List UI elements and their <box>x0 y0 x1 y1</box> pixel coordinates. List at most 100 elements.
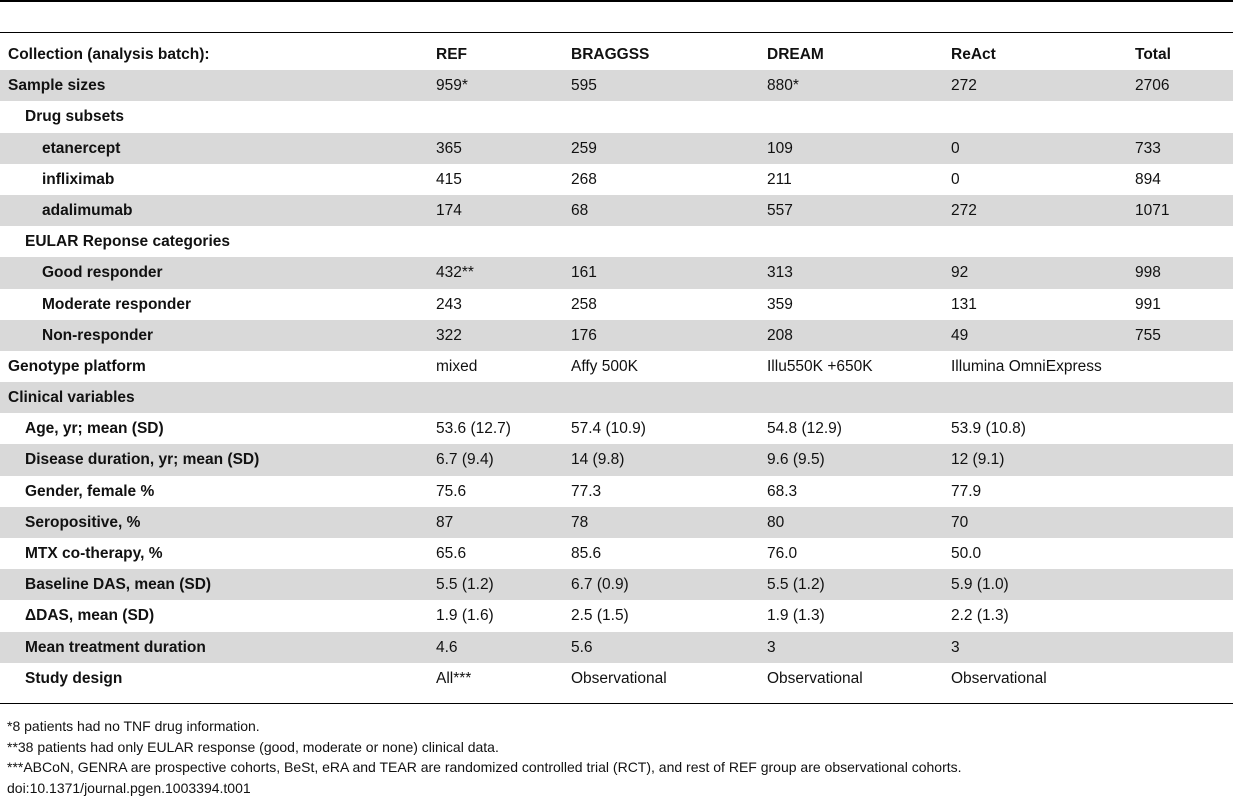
table-row: Age, yr; mean (SD) 53.6 (12.7) 57.4 (10.9)… <box>0 413 1233 444</box>
dream-value: 9.6 (9.5) <box>767 451 825 469</box>
ref-value: 6.7 (9.4) <box>436 451 494 469</box>
table-header-row: Collection (analysis batch): REF BRAGGSS… <box>0 39 1233 70</box>
column-header-ref: REF <box>436 46 467 63</box>
data-table: Collection (analysis batch): REF BRAGGSS… <box>0 39 1233 694</box>
dream-value: Illu550K +650K <box>767 357 873 375</box>
dream-value: 1.9 (1.3) <box>767 607 825 625</box>
table-row: Clinical variables <box>0 382 1233 414</box>
react-value: 131 <box>951 295 977 313</box>
ref-value: 959* <box>436 77 468 95</box>
ref-value: 53.6 (12.7) <box>436 420 511 438</box>
ref-value: 5.5 (1.2) <box>436 576 494 594</box>
dream-value: 313 <box>767 264 793 282</box>
table-row: adalimumab 174 68 557 272 1071 <box>0 194 1233 227</box>
row-label: Baseline DAS, mean (SD) <box>25 576 212 594</box>
footnotes: *8 patients had no TNF drug information.… <box>7 716 962 798</box>
braggss-value: Observational <box>571 669 667 687</box>
braggss-value: 2.5 (1.5) <box>571 607 629 625</box>
footnote-1: *8 patients had no TNF drug information. <box>7 718 260 734</box>
dream-value: 880* <box>767 77 799 95</box>
total-value: 755 <box>1135 326 1161 344</box>
row-label: etanercept <box>42 139 121 157</box>
table-row: Sample sizes 959* 595 880* 272 2706 <box>0 70 1233 102</box>
dream-value: 211 <box>767 170 792 188</box>
doi-line: doi:10.1371/journal.pgen.1003394.t001 <box>7 779 251 796</box>
column-header-braggss: BRAGGSS <box>571 46 650 63</box>
table-row: Moderate responder 243 258 359 131 991 <box>0 289 1233 320</box>
row-label: Good responder <box>42 264 163 282</box>
ref-value: 75.6 <box>436 482 467 500</box>
react-value: Observational <box>951 669 1047 687</box>
braggss-value: 78 <box>571 513 589 531</box>
dream-value: 3 <box>767 638 776 656</box>
table-header-rule <box>0 32 1233 33</box>
table-body: Sample sizes 959* 595 880* 272 2706 Drug subse… <box>0 70 1233 694</box>
ref-value: mixed <box>436 357 478 375</box>
ref-value: 87 <box>436 513 454 531</box>
ref-value: 1.9 (1.6) <box>436 607 494 625</box>
row-label: Moderate responder <box>42 295 192 313</box>
row-label: EULAR Reponse categories <box>25 233 230 251</box>
row-label: Mean treatment duration <box>25 638 206 656</box>
total-value: 894 <box>1135 170 1161 188</box>
react-value: 70 <box>951 513 969 531</box>
react-value: 77.9 <box>951 482 982 500</box>
react-value: 92 <box>951 264 969 282</box>
react-value: 49 <box>951 326 969 344</box>
table-row: Baseline DAS, mean (SD) 5.5 (1.2) 6.7 (0.9… <box>0 569 1233 601</box>
ref-value: 174 <box>436 201 462 219</box>
dream-value: 109 <box>767 139 793 157</box>
table-row: Disease duration, yr; mean (SD) 6.7 (9.4)… <box>0 444 1233 476</box>
table-row: Gender, female % 75.6 77.3 68.3 77.9 <box>0 476 1233 507</box>
dream-value: 68.3 <box>767 482 798 500</box>
ref-value: 432** <box>436 264 474 282</box>
row-label: ΔDAS, mean (SD) <box>25 607 155 625</box>
dream-value: 359 <box>767 295 793 313</box>
row-label: Gender, female % <box>25 482 155 500</box>
total-value: 998 <box>1135 264 1161 282</box>
row-label: Seropositive, % <box>25 513 141 531</box>
table-row: infliximab 415 268 211 0 894 <box>0 164 1233 195</box>
ref-value: All*** <box>436 669 472 687</box>
dream-value: 557 <box>767 201 793 219</box>
column-header-collection: Collection (analysis batch): <box>8 46 210 63</box>
dream-value: 54.8 (12.9) <box>767 420 842 438</box>
row-label: Drug subsets <box>25 108 125 126</box>
react-value: 5.9 (1.0) <box>951 576 1009 594</box>
braggss-value: 268 <box>571 170 597 188</box>
react-value: 2.2 (1.3) <box>951 607 1009 625</box>
table-row: EULAR Reponse categories <box>0 226 1233 257</box>
dream-value: 208 <box>767 326 793 344</box>
total-value: 2706 <box>1135 77 1170 95</box>
braggss-value: 6.7 (0.9) <box>571 576 629 594</box>
braggss-value: 5.6 <box>571 638 593 656</box>
row-label: MTX co-therapy, % <box>25 545 163 562</box>
braggss-value: 258 <box>571 295 597 313</box>
ref-value: 365 <box>436 139 462 157</box>
react-value: 272 <box>951 201 977 219</box>
row-label: Sample sizes <box>8 77 106 95</box>
row-label: Study design <box>25 669 123 687</box>
braggss-value: Affy 500K <box>571 357 638 375</box>
braggss-value: 176 <box>571 326 597 344</box>
react-value: 53.9 (10.8) <box>951 420 1026 438</box>
table-row: Genotype platform mixed Affy 500K Illu550K … <box>0 351 1233 382</box>
braggss-value: 161 <box>571 264 597 282</box>
react-value: 50.0 <box>951 545 982 562</box>
table-row: etanercept 365 259 109 0 733 <box>0 132 1233 164</box>
ref-value: 322 <box>436 326 462 344</box>
react-value: 0 <box>951 170 960 188</box>
ref-value: 4.6 <box>436 638 458 656</box>
row-label: Disease duration, yr; mean (SD) <box>25 451 260 469</box>
row-label: Clinical variables <box>8 389 135 407</box>
dream-value: 5.5 (1.2) <box>767 576 825 594</box>
total-value: 1071 <box>1135 201 1170 219</box>
column-header-react: ReAct <box>951 46 996 63</box>
ref-value: 415 <box>436 170 462 188</box>
braggss-value: 85.6 <box>571 545 602 562</box>
table-row: Drug subsets <box>0 101 1233 132</box>
table-row: MTX co-therapy, % 65.6 85.6 76.0 50.0 <box>0 538 1233 569</box>
table-row: Mean treatment duration 4.6 5.6 3 3 <box>0 631 1233 663</box>
total-value: 991 <box>1135 295 1161 313</box>
table-row: Non-responder 322 176 208 49 755 <box>0 319 1233 351</box>
